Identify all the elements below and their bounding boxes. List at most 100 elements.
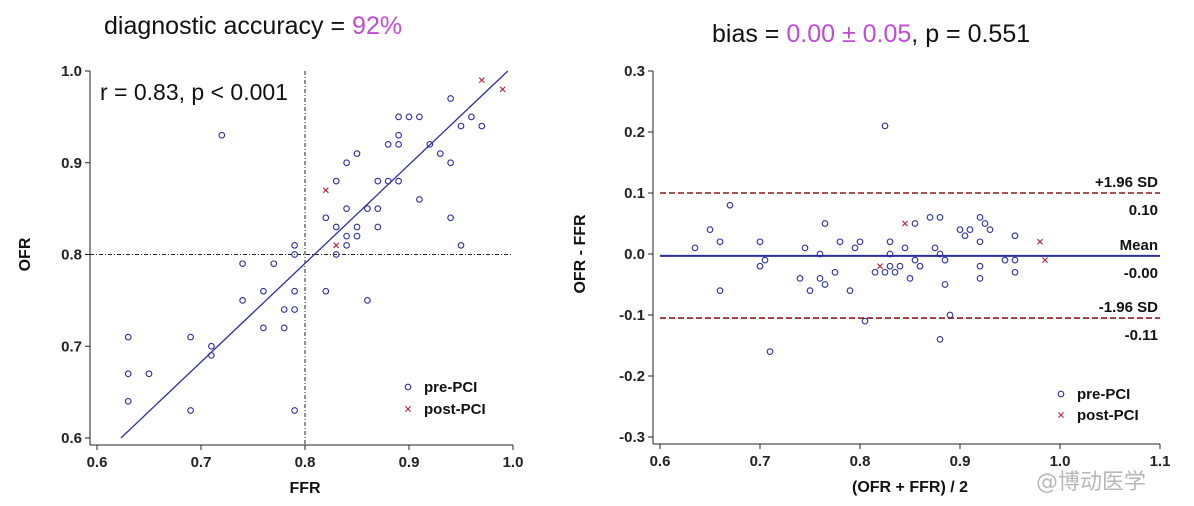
left-pre-pci-point [291, 241, 298, 249]
right-pre-pci-point [1011, 232, 1019, 240]
right-pre-pci-point [766, 348, 774, 355]
left-pre-pci-point [343, 232, 350, 240]
left-pre-pci-point [322, 214, 330, 222]
right-pre-pci-point [816, 250, 824, 258]
left-pre-pci-point [208, 352, 215, 359]
left-pre-pci-point [280, 306, 288, 313]
right-title-value: 0.00 ± 0.05 [786, 20, 912, 48]
right-legend-post-pci-marker [1058, 412, 1064, 418]
left-pre-pci-point [353, 232, 361, 240]
right-y-axis-label: OFR - FFR [572, 214, 589, 294]
left-pre-pci-point [332, 223, 340, 231]
left-pre-pci-point [145, 370, 153, 378]
right-post-pci-point [1042, 257, 1048, 264]
right-pre-pci-point [966, 226, 974, 233]
left-pre-pci-point [124, 397, 132, 405]
right-pre-pci-point [691, 244, 699, 252]
right-y-tick-label: 0.3 [624, 63, 645, 80]
left-pre-pci-point [384, 141, 392, 148]
left-pre-pci-point [291, 287, 298, 295]
left-pre-pci-point [353, 150, 361, 157]
right-y-tick-label: -0.3 [619, 429, 645, 446]
right-y-tick-label: -0.1 [619, 307, 645, 324]
left-pre-pci-point [478, 122, 486, 130]
right-pre-pci-point [846, 287, 854, 294]
left-pre-pci-point [291, 407, 298, 414]
left-legend-post-pci-label: post-PCI [424, 401, 486, 418]
correlation-annotation: r = 0.83, p < 0.001 [100, 79, 288, 105]
left-x-tick-label: 0.8 [295, 454, 316, 471]
right-1-96-sd-value: 0.10 [1129, 202, 1158, 219]
left-pre-pci-point [395, 113, 402, 121]
right-pre-pci-point [816, 275, 824, 282]
right-pre-pci-point [831, 268, 839, 276]
left-pre-pci-point [343, 205, 350, 212]
right-pre-pci-point [821, 220, 829, 227]
right-pre-pci-point [936, 336, 944, 343]
right-x-tick-label: 1.0 [1050, 453, 1071, 470]
left-legend-pre-pci-label: pre-PCI [424, 379, 477, 396]
right-pre-pci-point [896, 262, 904, 270]
right-pre-pci-point [976, 262, 984, 270]
left-pre-pci-point [124, 370, 132, 378]
left-title-value: 92% [352, 12, 403, 40]
right-mean-value: -0.00 [1124, 265, 1158, 282]
left-pre-pci-point [364, 297, 371, 304]
right-y-tick-label: 0.2 [624, 124, 645, 141]
left-pre-pci-point [260, 287, 267, 295]
left-pre-pci-point [457, 122, 465, 130]
right-pre-pci-point [911, 256, 919, 264]
right-legend-pre-pci-marker [1057, 390, 1065, 398]
right-pre-pci-point [936, 214, 944, 221]
right-pre-pci-point [941, 281, 949, 288]
right-post-pci-point [1037, 238, 1043, 245]
right-pre-pci-point [1001, 256, 1009, 264]
right-pre-pci-point [891, 268, 899, 276]
left-title-prefix: diagnostic accuracy = [104, 12, 353, 40]
right-pre-pci-point [946, 311, 954, 319]
right-pre-pci-point [976, 275, 984, 282]
left-pre-pci-point [426, 141, 434, 148]
left-pre-pci-point [280, 324, 288, 332]
left-pre-pci-point [239, 297, 246, 304]
right-pre-pci-point [836, 238, 844, 246]
left-pre-pci-point [332, 251, 340, 258]
left-pre-pci-point [343, 241, 350, 249]
left-regression-line [120, 70, 509, 439]
left-post-pci-point [322, 187, 329, 194]
right-pre-pci-point [881, 268, 889, 276]
bland-altman-plot: 0.6 0.7 0.8 0.9 1.0 1.1 0.3 0.2 0.1 0.0 -0.1 -0.2 -0… [572, 63, 1170, 496]
right-chart-title: bias = 0.00 ± 0.05, p = 0.551 [712, 20, 1030, 49]
right-1-96-sd-label: +1.96 SD [1095, 174, 1158, 191]
left-y-tick-label: 0.6 [61, 430, 82, 447]
right-pre-pci-point [886, 238, 894, 246]
left-post-pci-point [478, 77, 485, 84]
right-pre-pci-point [871, 268, 879, 276]
right-pre-pci-point [941, 256, 949, 264]
right-pre-pci-point [821, 281, 829, 288]
left-pre-pci-point [187, 333, 194, 341]
right-pre-pci-point [726, 201, 734, 209]
right-pre-pci-point [936, 250, 944, 258]
right-1-96-sd-label: -1.96 SD [1099, 299, 1158, 316]
right-title-suffix: , p = 0.551 [911, 20, 1031, 48]
right-pre-pci-point [956, 226, 964, 233]
left-legend-post-pci-marker [405, 406, 411, 412]
left-pre-pci-point [260, 324, 267, 332]
left-legend-pre-pci-marker [404, 383, 412, 391]
right-x-tick-label: 0.7 [750, 453, 771, 470]
right-pre-pci-point [931, 244, 939, 252]
left-pre-pci-point [405, 113, 413, 121]
right-y-tick-label: -0.2 [619, 368, 645, 385]
right-x-tick-label: 1.1 [1150, 453, 1171, 470]
left-pre-pci-point [218, 131, 226, 139]
left-pre-pci-point [384, 177, 392, 185]
left-post-pci-point [333, 242, 340, 249]
right-pre-pci-point [916, 262, 924, 270]
right-pre-pci-point [976, 238, 984, 246]
right-pre-pci-point [716, 238, 724, 246]
left-pre-pci-point [447, 159, 454, 167]
left-pre-pci-point [374, 223, 382, 231]
left-y-tick-label: 0.7 [61, 338, 82, 355]
